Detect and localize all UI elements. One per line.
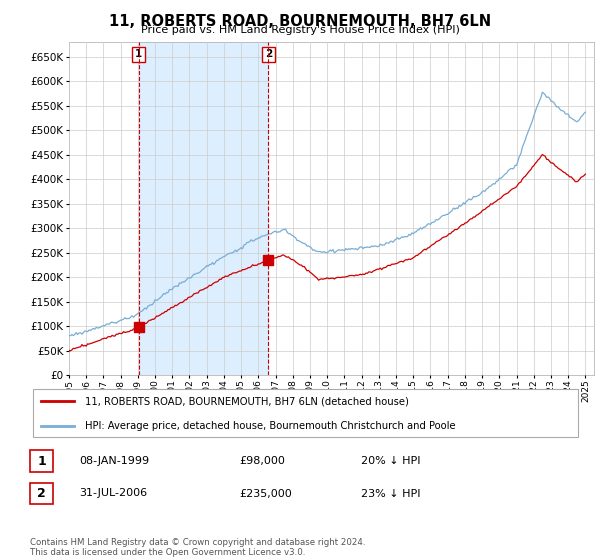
Text: £235,000: £235,000 xyxy=(240,488,293,498)
Text: 1: 1 xyxy=(135,49,142,59)
Bar xyxy=(139,42,268,375)
Text: 31-JUL-2006: 31-JUL-2006 xyxy=(80,488,148,498)
Text: 11, ROBERTS ROAD, BOURNEMOUTH, BH7 6LN (detached house): 11, ROBERTS ROAD, BOURNEMOUTH, BH7 6LN (… xyxy=(85,396,409,407)
Text: 20% ↓ HPI: 20% ↓ HPI xyxy=(361,456,421,466)
Text: Contains HM Land Registry data © Crown copyright and database right 2024.
This d: Contains HM Land Registry data © Crown c… xyxy=(30,538,365,557)
Text: 23% ↓ HPI: 23% ↓ HPI xyxy=(361,488,421,498)
Text: £98,000: £98,000 xyxy=(240,456,286,466)
Text: 08-JAN-1999: 08-JAN-1999 xyxy=(80,456,150,466)
Text: 1: 1 xyxy=(37,455,46,468)
FancyBboxPatch shape xyxy=(30,450,53,472)
FancyBboxPatch shape xyxy=(33,389,578,437)
Text: 2: 2 xyxy=(37,487,46,500)
Text: 2: 2 xyxy=(265,49,272,59)
FancyBboxPatch shape xyxy=(30,483,53,505)
Text: Price paid vs. HM Land Registry's House Price Index (HPI): Price paid vs. HM Land Registry's House … xyxy=(140,25,460,35)
Text: 11, ROBERTS ROAD, BOURNEMOUTH, BH7 6LN: 11, ROBERTS ROAD, BOURNEMOUTH, BH7 6LN xyxy=(109,14,491,29)
Text: HPI: Average price, detached house, Bournemouth Christchurch and Poole: HPI: Average price, detached house, Bour… xyxy=(85,421,456,431)
